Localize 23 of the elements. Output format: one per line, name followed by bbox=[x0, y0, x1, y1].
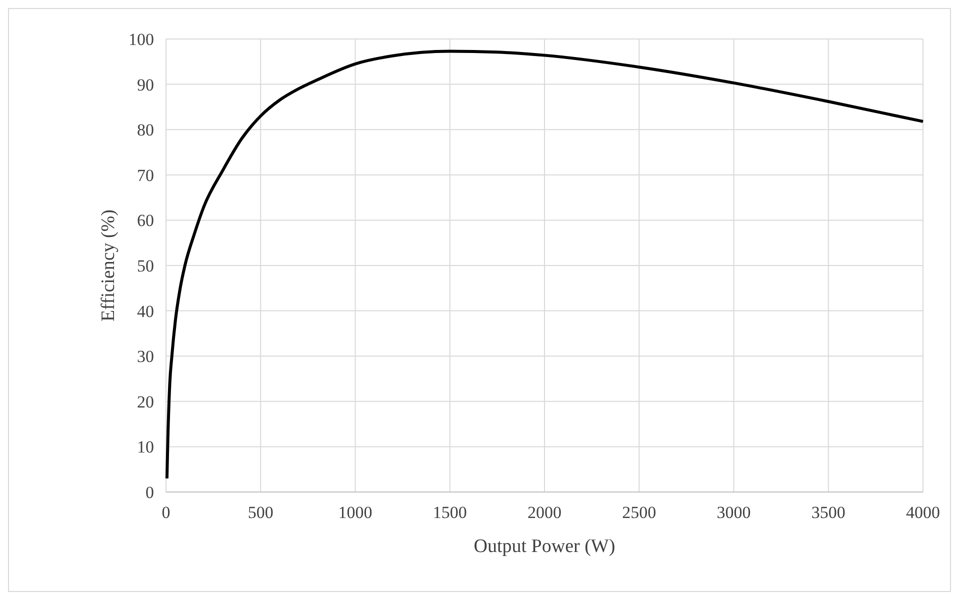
x-tick-label: 4000 bbox=[906, 503, 940, 522]
y-tick-label: 90 bbox=[137, 75, 154, 94]
y-axis-title: Efficiency (%) bbox=[98, 209, 119, 322]
x-tick-label: 3000 bbox=[716, 503, 751, 522]
y-tick-label: 80 bbox=[137, 120, 154, 140]
x-tick-label: 2000 bbox=[528, 503, 562, 522]
x-tick-label: 3500 bbox=[811, 503, 846, 522]
y-tick-label: 60 bbox=[137, 211, 154, 230]
y-tick-label: 0 bbox=[146, 482, 154, 502]
y-tick-label: 30 bbox=[137, 347, 154, 366]
y-tick-label: 10 bbox=[137, 438, 154, 457]
y-tick-label: 40 bbox=[137, 302, 154, 321]
y-tick-label: 20 bbox=[137, 392, 154, 412]
y-tick-label: 50 bbox=[137, 256, 154, 276]
x-tick-label: 1500 bbox=[432, 503, 467, 522]
x-axis-title: Output Power (W) bbox=[474, 536, 616, 557]
y-tick-label: 70 bbox=[137, 166, 154, 185]
y-tick-label: 100 bbox=[128, 30, 154, 49]
x-tick-label: 2500 bbox=[622, 503, 656, 522]
x-tick-label: 1000 bbox=[338, 503, 372, 522]
x-tick-label: 0 bbox=[162, 503, 170, 522]
line-series bbox=[165, 50, 924, 480]
x-tick-label: 500 bbox=[248, 503, 274, 522]
